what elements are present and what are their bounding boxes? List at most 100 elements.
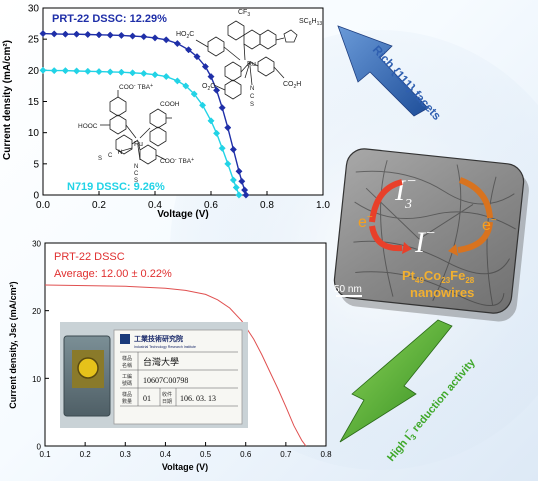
prt22-co2h-text: CO2H	[283, 81, 301, 90]
prt22-series-point	[84, 30, 92, 39]
prt22-c-text: C	[250, 94, 255, 100]
green-lightning-arrow	[339, 319, 453, 443]
label-row3-key: 樣品	[122, 391, 132, 398]
top-ytick-label: 5	[33, 159, 39, 170]
bottom-xtick-label: 0.2	[80, 450, 92, 459]
scale-bar-label: 50 nm	[334, 284, 362, 295]
n719-series-point	[218, 144, 226, 152]
label-row4-key2: 日期	[162, 399, 172, 405]
bottom-xtick-label: 0.5	[200, 450, 212, 459]
top-x-axis-label: Voltage (V)	[157, 209, 208, 220]
top-ytick-label: 20	[28, 66, 40, 77]
prt22-series-label: PRT-22 DSSC: 12.29%	[52, 13, 167, 25]
prt22-n-text: N	[250, 86, 254, 92]
n719-series-point	[50, 67, 58, 75]
prt22-bottom-series-line	[44, 284, 307, 447]
prt22-series-point	[50, 30, 58, 38]
bottom-ytick-label: 30	[32, 240, 41, 249]
prt22-series-point	[73, 30, 81, 38]
top-xtick-label: 0.0	[36, 200, 50, 211]
sample-label-card	[113, 329, 243, 425]
n719-series-point	[162, 73, 170, 81]
top-xtick-label: 0.2	[92, 200, 106, 211]
n719-hooc-text: HOOC	[78, 123, 98, 130]
prt22-series-point	[235, 167, 243, 175]
n719-series-point	[190, 90, 198, 98]
label-row4-key: 收件	[162, 391, 172, 398]
top-ytick-label: 10	[28, 128, 40, 139]
bottom-xtick-label: 0.4	[160, 450, 172, 459]
label-row2-key2: 號碼	[122, 380, 132, 387]
top-ytick-label: 0	[33, 191, 39, 202]
top-xtick-label: 1.0	[316, 200, 330, 211]
prt22-o2c-text: O2C	[202, 83, 215, 92]
electron-arrow-orange-bottom	[457, 221, 493, 253]
n719-series-point	[235, 191, 243, 199]
label-org-en: Industrial Technology Research Institute	[134, 345, 196, 349]
prt22-series-point	[224, 124, 232, 132]
prt22-series-point	[140, 33, 148, 41]
prt22-series-point	[242, 191, 250, 199]
prt22-series-point	[117, 31, 125, 39]
n719-series-point	[199, 101, 207, 109]
prt22-ru-text: Ru	[247, 61, 256, 68]
top-xtick-label: 0.4	[148, 200, 162, 211]
label-row3-key2: 數量	[122, 398, 132, 405]
n719-series-point	[106, 68, 114, 76]
prt22-series-point	[207, 73, 215, 81]
prt22-series-point	[151, 34, 159, 42]
n719-s-bottom: S	[134, 178, 138, 184]
n719-series-label: N719 DSSC: 9.26%	[67, 181, 165, 193]
label-row4-value: 106. 03. 13	[180, 394, 216, 403]
n719-series-point	[61, 67, 69, 75]
bottom-ytick-label: 10	[32, 375, 41, 384]
n719-n-bottom: N	[134, 164, 138, 170]
itri-logo	[120, 334, 130, 344]
bottom-ytick-label: 20	[32, 307, 41, 316]
bottom-chart-average: Average: 12.00 ± 0.22%	[54, 268, 172, 280]
i-minus-label: I−	[414, 225, 436, 259]
n719-series-point	[140, 69, 148, 78]
label-row1-value: 台灣大學	[143, 356, 179, 367]
n719-molecule-structure	[100, 90, 172, 165]
electron-arrow-orange-top	[458, 177, 493, 219]
n719-ru-text: Ru	[134, 141, 143, 148]
electron-left-label: e−	[358, 212, 373, 231]
top-jv-chart: 0 5 10 15 20 25 30 0.0 0.2 0.4 0.6 0.8 1.0 Current …	[2, 4, 330, 221]
electron-arrowhead-orange	[448, 244, 458, 256]
top-y-axis-label: Current density (mA/cm²)	[2, 40, 13, 160]
top-y-axis: 0 5 10 15 20 25 30	[28, 4, 47, 202]
electron-arrow-red-top	[369, 179, 403, 223]
nanowires-label: nanowires	[410, 285, 474, 300]
prt22-series-point	[162, 36, 170, 44]
n719-series-point	[73, 67, 81, 75]
n719-s-left: S	[98, 156, 102, 162]
bottom-x-axis-label: Voltage (V)	[162, 462, 208, 472]
label-row2-value: 10607C00798	[143, 376, 188, 385]
prt22-series-point	[129, 32, 137, 40]
bottom-xtick-label: 0.7	[280, 450, 292, 459]
n719-series-point	[39, 66, 47, 74]
top-series-group	[39, 30, 250, 199]
prt22-ho2c-text: HO2C	[176, 31, 194, 40]
nanowire-tem-tile: I3− I− e− e− Pt49Co23Fe28 nanowires 50 n…	[333, 148, 529, 322]
label-row1-key: 樣品	[122, 355, 132, 362]
prt22-series-point	[238, 177, 246, 185]
n719-cooh-text: COOH	[160, 101, 180, 108]
n719-series-point	[229, 176, 237, 184]
prt22-series-point	[61, 30, 69, 38]
n719-series-point	[95, 68, 103, 76]
bottom-series-group	[44, 284, 307, 447]
prt22-series-point	[229, 145, 237, 154]
prt22-series-point	[173, 39, 181, 48]
n719-n-left: N	[118, 150, 122, 156]
prt22-series-point	[95, 31, 103, 39]
bottom-ytick-label: 0	[37, 443, 42, 452]
prt22-series-point	[193, 53, 201, 61]
top-x-axis: 0.0 0.2 0.4 0.6 0.8 1.0	[36, 191, 330, 211]
top-ytick-label: 25	[28, 35, 40, 46]
n719-series-point	[173, 77, 181, 85]
n719-coo-tba-top: COO- TBA+	[119, 83, 153, 91]
label-row2-key: 工編	[122, 373, 132, 380]
